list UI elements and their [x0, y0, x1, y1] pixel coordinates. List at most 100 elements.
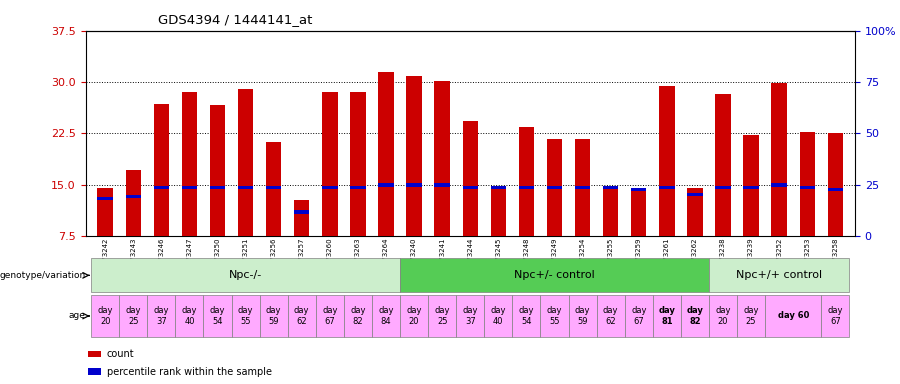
Bar: [266, 142, 282, 236]
Text: day
82: day 82: [350, 306, 365, 326]
Bar: [631, 188, 646, 236]
Text: day
37: day 37: [463, 306, 478, 326]
Text: Npc+/- control: Npc+/- control: [514, 270, 595, 280]
Bar: [203, 295, 231, 337]
Bar: [828, 134, 843, 236]
Bar: [541, 295, 569, 337]
Bar: [154, 185, 169, 189]
Bar: [88, 351, 101, 358]
Bar: [294, 200, 310, 236]
Bar: [88, 369, 101, 375]
Bar: [603, 187, 618, 236]
Bar: [575, 139, 590, 236]
Bar: [737, 295, 765, 337]
Text: day
54: day 54: [210, 306, 225, 326]
Bar: [603, 185, 618, 189]
Text: day
55: day 55: [547, 306, 562, 326]
Bar: [799, 185, 815, 189]
Bar: [518, 127, 534, 236]
Bar: [119, 295, 148, 337]
Bar: [547, 185, 562, 189]
Bar: [125, 170, 141, 236]
Text: day
62: day 62: [603, 306, 618, 326]
Bar: [238, 89, 253, 236]
Bar: [484, 295, 512, 337]
Text: day
54: day 54: [518, 306, 535, 326]
Bar: [743, 185, 759, 189]
Bar: [625, 295, 652, 337]
Text: day
25: day 25: [743, 306, 759, 326]
Bar: [322, 92, 338, 236]
Bar: [435, 183, 450, 187]
Bar: [259, 295, 288, 337]
Bar: [182, 92, 197, 236]
Bar: [378, 73, 393, 236]
Text: day
40: day 40: [182, 306, 197, 326]
Bar: [154, 104, 169, 236]
Text: day
40: day 40: [491, 306, 506, 326]
Bar: [210, 105, 225, 236]
Text: day
25: day 25: [125, 306, 141, 326]
Text: day
37: day 37: [154, 306, 169, 326]
Bar: [322, 185, 338, 189]
Bar: [372, 295, 400, 337]
Text: day
20: day 20: [97, 306, 112, 326]
Text: day
81: day 81: [659, 306, 675, 326]
Text: age: age: [68, 311, 86, 321]
Bar: [709, 258, 850, 292]
Text: day
59: day 59: [266, 306, 282, 326]
Bar: [547, 139, 562, 236]
Text: day
55: day 55: [238, 306, 253, 326]
Bar: [231, 295, 259, 337]
Bar: [491, 185, 506, 189]
Text: day 60: day 60: [778, 311, 809, 321]
Bar: [176, 295, 203, 337]
Bar: [407, 183, 422, 187]
Bar: [659, 86, 675, 236]
Bar: [125, 195, 141, 198]
Bar: [659, 185, 675, 189]
Bar: [316, 295, 344, 337]
Text: percentile rank within the sample: percentile rank within the sample: [106, 367, 272, 377]
Bar: [97, 197, 112, 200]
Bar: [716, 185, 731, 189]
Bar: [709, 295, 737, 337]
Bar: [350, 92, 365, 236]
Text: Npc-/-: Npc-/-: [229, 270, 262, 280]
Bar: [400, 295, 428, 337]
Text: Npc+/+ control: Npc+/+ control: [736, 270, 823, 280]
Bar: [652, 295, 681, 337]
Text: day
67: day 67: [828, 306, 843, 326]
Bar: [569, 295, 597, 337]
Text: day
20: day 20: [716, 306, 731, 326]
Bar: [799, 132, 815, 236]
Bar: [350, 185, 365, 189]
Bar: [428, 295, 456, 337]
Bar: [512, 295, 541, 337]
Bar: [294, 210, 310, 214]
Bar: [266, 185, 282, 189]
Bar: [765, 295, 822, 337]
Text: day
25: day 25: [435, 306, 450, 326]
Text: day
82: day 82: [687, 306, 704, 326]
Bar: [688, 192, 703, 196]
Bar: [182, 185, 197, 189]
Bar: [238, 185, 253, 189]
Text: day
20: day 20: [406, 306, 422, 326]
Bar: [771, 83, 787, 236]
Bar: [575, 185, 590, 189]
Bar: [378, 183, 393, 187]
Bar: [456, 295, 484, 337]
Text: genotype/variation: genotype/variation: [0, 271, 86, 280]
Bar: [681, 295, 709, 337]
Bar: [597, 295, 625, 337]
Bar: [91, 258, 400, 292]
Text: day
62: day 62: [294, 306, 310, 326]
Text: day
59: day 59: [575, 306, 590, 326]
Bar: [743, 136, 759, 236]
Bar: [716, 94, 731, 236]
Bar: [400, 258, 709, 292]
Text: count: count: [106, 349, 134, 359]
Text: day
67: day 67: [631, 306, 646, 326]
Bar: [491, 187, 506, 236]
